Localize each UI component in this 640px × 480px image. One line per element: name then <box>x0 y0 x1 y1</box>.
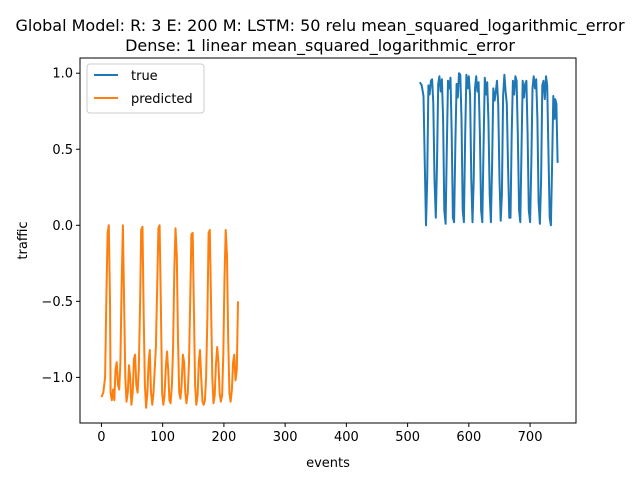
y-tick-label: 0.0 <box>52 219 73 234</box>
ticks-layer: 0 100 200 300 400 500 600 700 −1.0 −0.5 0.0 0.5 1.0 <box>41 67 542 445</box>
x-tick-label: 200 <box>211 430 236 445</box>
series-layer <box>100 72 559 409</box>
x-tick-label: 600 <box>456 430 481 445</box>
plot-frame <box>79 57 577 424</box>
legend-label-predicted: predicted <box>131 92 193 107</box>
y-axis-label: traffic <box>16 221 31 259</box>
x-tick-label: 400 <box>334 430 359 445</box>
x-tick-label: 0 <box>97 430 105 445</box>
legend: true predicted <box>86 63 205 114</box>
series-line-true <box>419 72 559 227</box>
x-tick-label: 500 <box>395 430 420 445</box>
y-tick-label: 0.5 <box>52 143 73 158</box>
x-tick-label: 300 <box>273 430 298 445</box>
x-tick-label: 700 <box>518 430 543 445</box>
y-tick-label: −1.0 <box>41 371 73 386</box>
y-tick-label: −0.5 <box>41 295 73 310</box>
x-tick-label: 100 <box>150 430 175 445</box>
legend-label-true: true <box>131 69 158 84</box>
chart-title-line-1: Global Model: R: 3 E: 200 M: LSTM: 50 re… <box>15 16 624 36</box>
chart-title-line-2: Dense: 1 linear mean_squared_logarithmic… <box>125 36 515 56</box>
series-line-predicted <box>100 224 239 409</box>
legend-box <box>86 63 205 114</box>
y-tick-label: 1.0 <box>52 67 73 82</box>
x-axis-label: events <box>306 456 350 471</box>
